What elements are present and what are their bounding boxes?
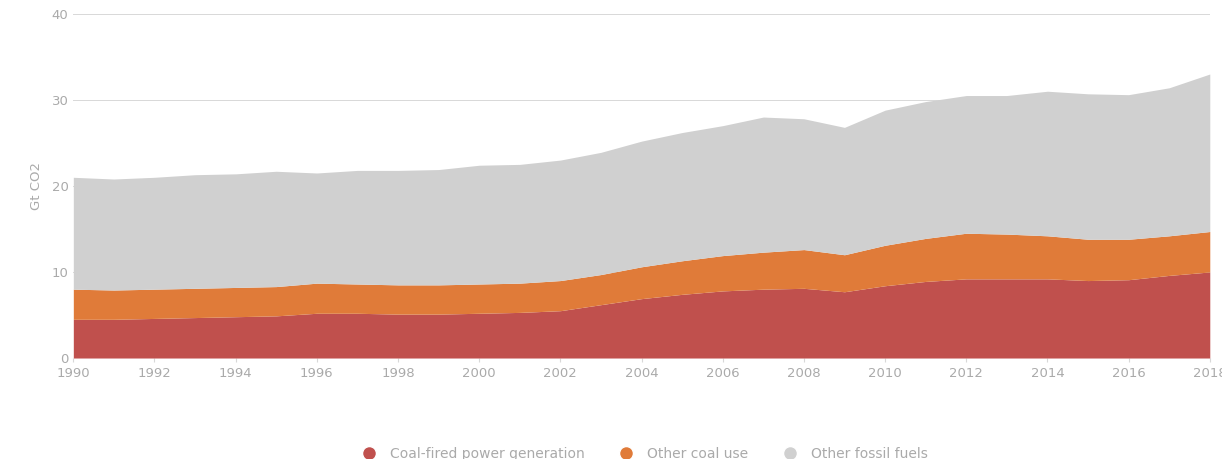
Y-axis label: Gt CO2: Gt CO2 — [31, 162, 43, 210]
Legend: Coal-fired power generation, Other coal use, Other fossil fuels: Coal-fired power generation, Other coal … — [356, 447, 927, 459]
